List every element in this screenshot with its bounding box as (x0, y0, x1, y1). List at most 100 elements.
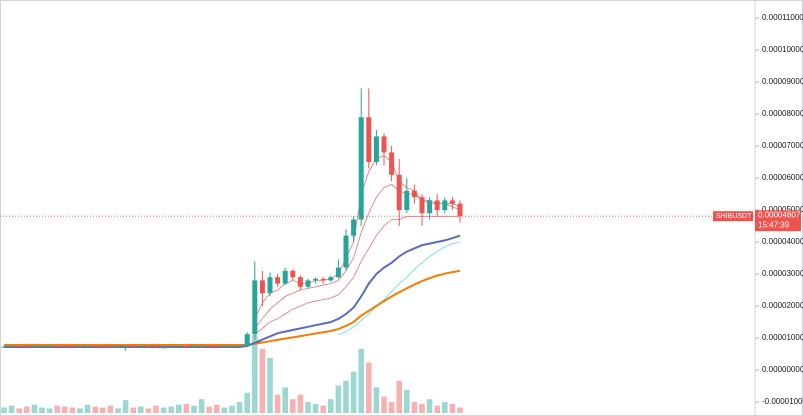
candle-body (130, 346, 136, 348)
volume-bar (8, 405, 15, 413)
volume-bar (221, 407, 228, 413)
candle-body (183, 346, 189, 348)
y-tick-label: 0.00002000 (762, 301, 803, 310)
volume-bar (343, 380, 349, 413)
candle-body (161, 347, 167, 349)
candle-body (100, 346, 106, 348)
volume-bar (77, 408, 83, 413)
candle-body (62, 346, 68, 348)
y-tick-label: 0.00008000 (762, 109, 803, 118)
candle-body (123, 346, 129, 348)
volume-bar (54, 405, 60, 413)
volume-bar (419, 403, 425, 413)
candle-body (381, 136, 387, 153)
y-tick-label: 0.00011000 (762, 13, 803, 22)
volume-bar (457, 407, 463, 413)
volume-bar (305, 401, 311, 413)
candle-body (259, 280, 265, 294)
candle-body (138, 346, 144, 348)
volume-bar (259, 348, 266, 413)
symbol-label: SHIBUSDT (716, 213, 752, 220)
candle-body (206, 346, 212, 348)
volume-bar (236, 401, 243, 413)
volume-bar (62, 406, 68, 413)
volume-bar (176, 404, 182, 413)
volume-bar (229, 405, 235, 413)
volume-bar (312, 403, 319, 413)
volume-bar (214, 404, 220, 413)
volume-bar (358, 348, 364, 413)
volume-bar (381, 396, 387, 413)
candle-body (351, 219, 357, 236)
volume-bar (320, 405, 326, 413)
volume-bar (373, 387, 380, 413)
y-tick-label: 0.00004000 (762, 237, 803, 246)
volume-bar (39, 407, 45, 413)
candle-body (267, 277, 273, 294)
candle-body (366, 117, 372, 162)
volume-bar (145, 408, 152, 413)
volume-bar (252, 335, 258, 413)
volume-bar (388, 401, 395, 413)
volume-bar (434, 405, 440, 413)
candle-body (427, 200, 433, 214)
candle-body (449, 200, 455, 204)
volume-bar (297, 394, 304, 413)
candle-body (168, 346, 174, 348)
candle-body (77, 346, 83, 348)
moving-average-line (4, 269, 461, 347)
y-tick-label: 0.00005000 (762, 205, 803, 214)
candle-body (411, 190, 417, 198)
candle-body (335, 267, 341, 278)
candle-body (221, 346, 227, 348)
volume-bar (396, 380, 402, 413)
volume-bar (1, 407, 7, 413)
candle-body (328, 277, 334, 281)
volume-bar (46, 408, 53, 413)
volume-bar (115, 408, 121, 413)
volume-bar (24, 406, 30, 413)
volume-bar (350, 371, 357, 413)
y-tick-label: 0.00003000 (762, 269, 803, 278)
moving-average-line (338, 241, 461, 336)
volume-bar (16, 408, 22, 413)
y-tick-label: 0.00009000 (762, 77, 803, 86)
volume-bar (130, 407, 136, 413)
countdown-label: 15:47:39 (758, 220, 790, 229)
candle-body (54, 346, 60, 347)
candle-body (214, 346, 220, 348)
y-tick-label: 0.00010000 (762, 45, 803, 54)
moving-average-line (254, 155, 461, 319)
candle-body (191, 346, 197, 348)
volume-bar (84, 404, 91, 413)
candle-body (244, 334, 250, 346)
y-tick-label: 0.00000000 (762, 365, 803, 374)
candle-body (320, 278, 326, 281)
candle-body (419, 197, 425, 214)
candle-body (434, 200, 440, 210)
candle-body (297, 277, 303, 287)
y-tick-label: 0.00007000 (762, 141, 803, 150)
candle-body (373, 136, 379, 162)
volume-bar (122, 400, 129, 413)
volume-bar (404, 390, 410, 413)
candle-body (358, 117, 364, 220)
volume-bar (206, 406, 212, 413)
candle-body (92, 346, 98, 348)
volume-bar (442, 401, 448, 413)
volume-bar (107, 405, 114, 413)
candle-body (69, 346, 75, 348)
candle-body (282, 270, 288, 284)
candle-body (107, 346, 113, 348)
candle-body (145, 346, 151, 348)
candle-body (176, 346, 182, 348)
volume-bar (411, 401, 418, 413)
volume-bar (153, 405, 159, 413)
candle-body (404, 190, 410, 210)
volume-bar (168, 406, 174, 413)
candle-body (31, 346, 37, 348)
volume-bar (69, 407, 76, 413)
moving-average-line (254, 216, 460, 336)
volume-bar (198, 399, 205, 413)
